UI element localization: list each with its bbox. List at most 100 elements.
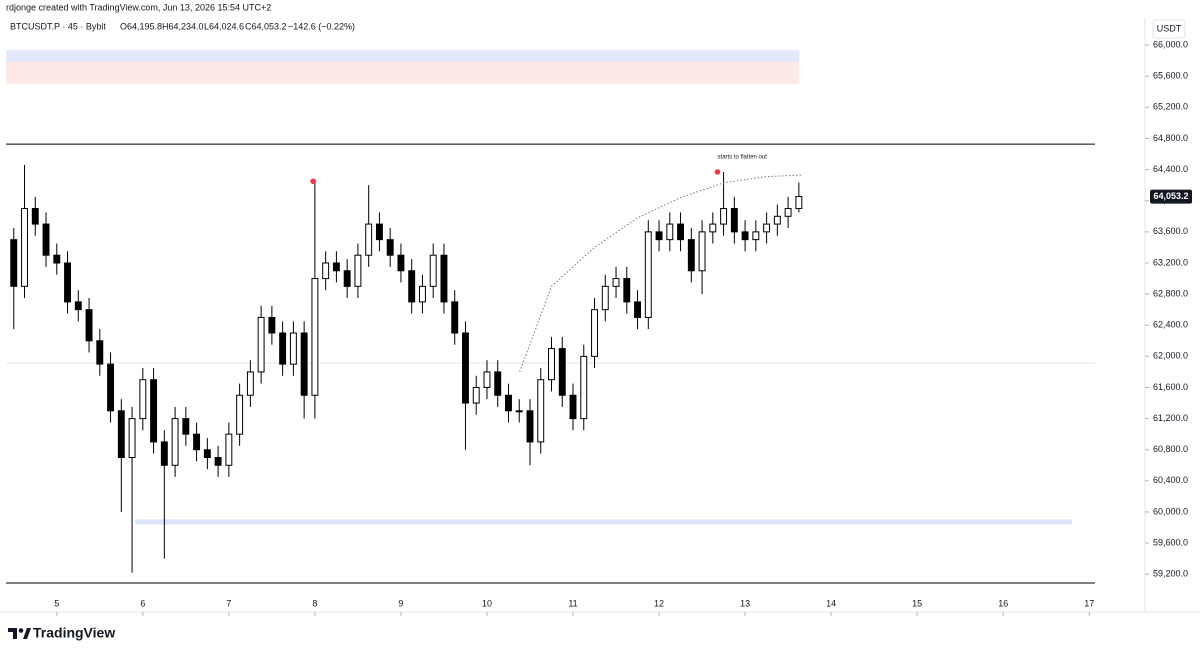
candle-body	[225, 433, 233, 466]
x-tick-label: 6	[140, 598, 145, 608]
candle-body	[644, 231, 652, 318]
y-tick-label: 62,400.0	[1153, 320, 1188, 330]
y-tick-label: 59,600.0	[1153, 537, 1188, 547]
candle-body	[601, 285, 609, 311]
candle-body	[418, 285, 426, 303]
candle-body	[763, 223, 771, 233]
candle-body	[494, 371, 502, 396]
zone	[135, 519, 1073, 525]
logo-mark	[8, 628, 17, 639]
y-tick-label: 64,400.0	[1153, 164, 1188, 174]
y-tick-label: 61,600.0	[1153, 382, 1188, 392]
x-tick-label: 12	[654, 598, 664, 608]
candle-body	[612, 278, 620, 287]
candle-body	[354, 254, 362, 287]
candle-body	[472, 386, 480, 404]
candle-body	[203, 449, 211, 459]
candle-body	[483, 371, 491, 388]
y-tick-label: 65,600.0	[1153, 71, 1188, 81]
candle-body	[440, 254, 448, 303]
symbol: BTCUSDT.P · 45 · Bybit	[10, 21, 106, 31]
candle-body	[279, 332, 287, 365]
candle-body	[591, 309, 598, 357]
candle-body	[462, 332, 469, 404]
candle-body	[182, 418, 190, 435]
y-tick-label: 60,000.0	[1153, 506, 1188, 516]
candle-body	[408, 270, 416, 303]
candle-body	[365, 223, 373, 256]
ohlc-low: L64,024.6	[204, 21, 244, 31]
candle-body	[773, 215, 781, 225]
candle-body	[537, 379, 545, 443]
y-tick-label: 60,400.0	[1153, 475, 1188, 485]
candle-body	[720, 208, 728, 225]
y-tick-label: 61,200.0	[1153, 413, 1188, 423]
candle-body	[429, 254, 437, 287]
candle-body	[257, 316, 265, 373]
candle-body	[236, 394, 244, 435]
candle-body	[21, 208, 28, 287]
candle-body	[311, 278, 319, 396]
candle-body	[709, 223, 717, 233]
candle-body	[139, 379, 147, 420]
logo-dot	[18, 628, 24, 633]
currency-box	[1152, 19, 1186, 39]
x-tick-label: 14	[826, 598, 836, 608]
y-tick-label: 63,600.0	[1153, 226, 1188, 236]
last-price-tag	[1150, 189, 1192, 204]
candle-body	[623, 278, 631, 303]
y-tick-label: 59,200.0	[1153, 569, 1188, 579]
candle-body	[214, 457, 222, 466]
x-tick-label: 8	[312, 598, 317, 608]
candle-body	[784, 208, 792, 217]
curve	[519, 174, 802, 373]
x-tick-label: 16	[998, 598, 1008, 608]
y-tick-label: 64,800.0	[1153, 133, 1188, 143]
candle-body	[752, 231, 760, 241]
candle-body	[10, 239, 18, 287]
zone	[6, 62, 800, 85]
x-tick-label: 15	[912, 598, 922, 608]
candle-body	[160, 441, 168, 466]
currency: USDT	[1157, 23, 1182, 33]
candle-body	[64, 262, 71, 303]
plot-area: starts to flatten out	[6, 50, 1095, 584]
logo-slash	[23, 628, 31, 639]
candle-body	[548, 348, 555, 381]
candle-body	[53, 254, 61, 264]
ohlc-high: H64,234.0	[162, 21, 204, 31]
candle-body	[655, 231, 663, 241]
candle-body	[569, 394, 577, 420]
x-tick-label: 13	[740, 598, 750, 608]
candle-body	[332, 262, 340, 272]
candle-body	[128, 418, 136, 459]
y-tick-label: 60,800.0	[1153, 444, 1188, 454]
annotation: starts to flatten out	[718, 155, 768, 161]
candle-body	[150, 379, 158, 443]
candle-body	[96, 340, 104, 365]
y-tick-label: 62,800.0	[1153, 288, 1188, 298]
candle-body	[666, 223, 674, 241]
x-tick-label: 9	[398, 598, 403, 608]
candle-body	[795, 196, 803, 210]
x-tick-label: 17	[1084, 598, 1094, 608]
change: −142.6 (−0.22%)	[288, 21, 355, 31]
candle-body	[526, 410, 534, 443]
candle-body	[580, 355, 588, 420]
candle-body	[687, 239, 695, 272]
candle-body	[451, 301, 459, 334]
brand: TradingView	[33, 625, 115, 641]
candle-body	[397, 254, 405, 272]
marker	[714, 169, 721, 175]
candle-body	[677, 223, 685, 241]
candle-body	[246, 371, 254, 396]
ohlc-open: O64,195.8	[120, 21, 162, 31]
candle-body	[193, 433, 201, 451]
candle-body	[31, 208, 39, 225]
last-price-label: 64,053.2	[1153, 191, 1188, 201]
x-tick-label: 7	[226, 598, 231, 608]
y-tick-label: 66,000.0	[1153, 40, 1188, 50]
candle-body	[289, 332, 297, 365]
